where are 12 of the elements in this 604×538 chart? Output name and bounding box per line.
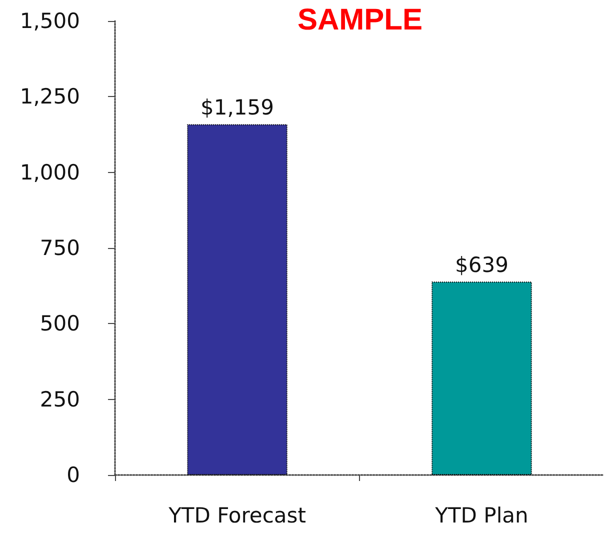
data-label: $1,159 — [200, 96, 274, 120]
y-tick-label: 250 — [40, 387, 80, 412]
y-tick-label: 1,250 — [20, 84, 80, 109]
y-tick-label: 1,500 — [20, 9, 80, 33]
data-label: $639 — [455, 253, 508, 278]
y-tick-label: 0 — [66, 463, 80, 487]
x-tick-label: YTD Plan — [434, 504, 528, 528]
y-tick-label: 500 — [40, 312, 80, 336]
chart-title: SAMPLE — [297, 4, 423, 36]
y-tick-label: 1,000 — [20, 160, 80, 184]
x-tick-label: YTD Forecast — [168, 504, 306, 528]
y-tick-label: 750 — [40, 236, 80, 260]
